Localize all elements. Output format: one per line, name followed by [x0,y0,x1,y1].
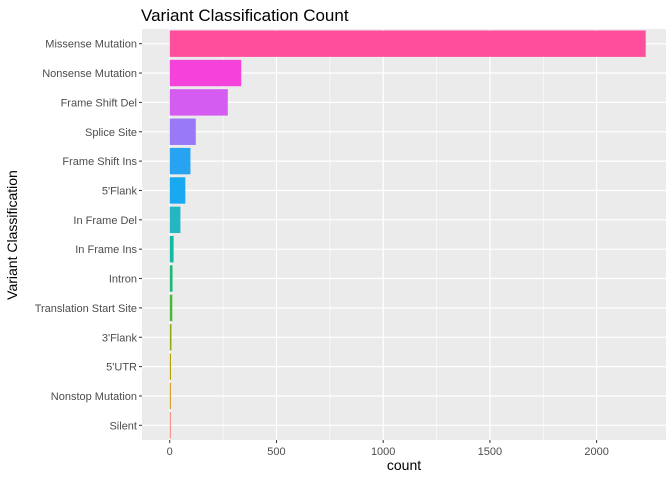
plot-panel [142,29,666,440]
bar [169,412,171,439]
y-tick-label: 5'UTR [106,362,137,374]
y-axis-title: Variant Classification [4,170,20,300]
y-tick-label: Translation Start Site [35,303,137,315]
y-tick-label: Intron [109,274,137,286]
x-tick-label: 1000 [371,446,395,458]
bar [169,353,172,380]
y-tick-label: Nonstop Mutation [51,391,137,403]
bar [169,147,191,175]
x-tick-labels: 0 500 1000 1500 2000 [167,440,609,458]
bar [169,206,181,234]
bar [169,59,242,87]
bar [169,382,171,410]
bar [169,118,196,145]
chart-title: Variant Classification Count [141,6,349,25]
y-tick-label: In Frame Ins [75,244,137,256]
y-tick-label: Splice Site [85,127,137,139]
bar [169,177,186,204]
bars [169,30,646,439]
x-axis-title: count [387,457,421,473]
y-tick-label: Silent [109,420,137,432]
x-tick-label: 1500 [478,446,502,458]
bar [169,30,646,57]
y-tick-label: Missense Mutation [45,39,137,51]
bar [169,265,173,292]
y-tick-label: Frame Shift Ins [62,156,137,168]
bar [169,89,228,116]
bar [169,235,174,263]
x-tick-label: 2000 [584,446,608,458]
y-tick-label: Frame Shift Del [61,97,137,109]
x-tick-label: 0 [167,446,173,458]
y-tick-labels: Missense Mutation Nonsense Mutation Frame … [35,39,142,432]
y-tick-label: In Frame Del [73,215,137,227]
bar [169,294,173,322]
bar [169,324,172,351]
y-tick-label: Nonsense Mutation [42,68,137,80]
y-tick-label: 3'Flank [102,332,138,344]
x-tick-label: 500 [267,446,285,458]
y-tick-label: 5'Flank [102,185,138,197]
